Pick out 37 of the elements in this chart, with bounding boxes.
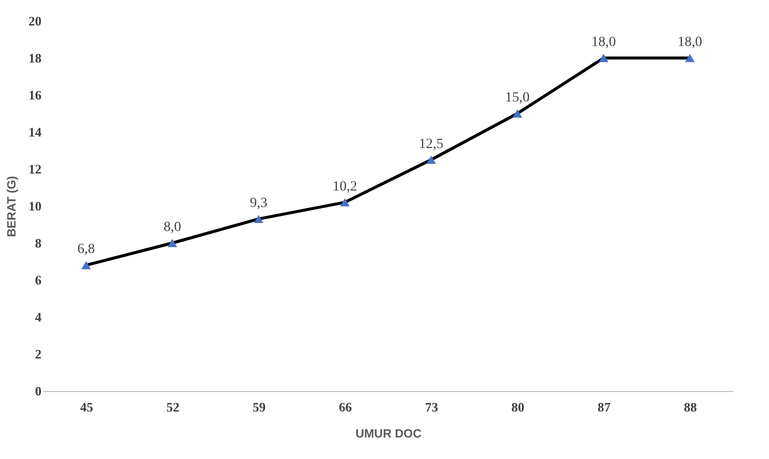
x-tick-label: 45 xyxy=(80,400,94,414)
y-tick-label: 2 xyxy=(35,346,42,362)
data-label: 18,0 xyxy=(678,35,702,50)
y-tick-label: 8 xyxy=(35,236,42,250)
y-tick-label: 18 xyxy=(28,50,42,66)
data-label: 18,0 xyxy=(591,35,616,50)
y-tick-label: 16 xyxy=(28,88,42,102)
point xyxy=(426,156,436,164)
x-tick-label: 59 xyxy=(252,400,266,414)
y-axis-title: BERAT (G) xyxy=(4,176,18,238)
y-tick-label: 0 xyxy=(35,384,42,398)
point xyxy=(512,109,522,118)
x-axis-title: UMUR DOC xyxy=(356,426,422,440)
point xyxy=(340,198,350,206)
data-label: 9,3 xyxy=(250,196,268,211)
y-tick-label: 4 xyxy=(35,310,42,324)
x-tick-label: 52 xyxy=(166,400,180,414)
x-tick-label: 88 xyxy=(684,400,698,414)
data-label: 15,0 xyxy=(505,90,530,106)
x-tick-label: 87 xyxy=(598,400,612,414)
point xyxy=(685,54,695,62)
point xyxy=(168,238,178,248)
point xyxy=(254,214,264,224)
x-tick-label: 73 xyxy=(425,400,439,414)
y-tick-label: 14 xyxy=(28,124,42,140)
data-label: 12,5 xyxy=(418,136,444,152)
y-tick-label: 6 xyxy=(35,272,42,288)
y-tick-label: 20 xyxy=(28,14,42,28)
data-label: 8,0 xyxy=(164,220,182,235)
x-tick-label: 66 xyxy=(338,400,352,414)
data-label: 10,2 xyxy=(332,179,358,194)
point xyxy=(598,54,608,62)
y-tick-label: 10 xyxy=(28,198,42,214)
x-tick-label: 80 xyxy=(511,400,524,414)
data-label: 6,8 xyxy=(77,242,95,258)
point xyxy=(81,261,91,270)
y-tick-label: 12 xyxy=(28,162,42,176)
